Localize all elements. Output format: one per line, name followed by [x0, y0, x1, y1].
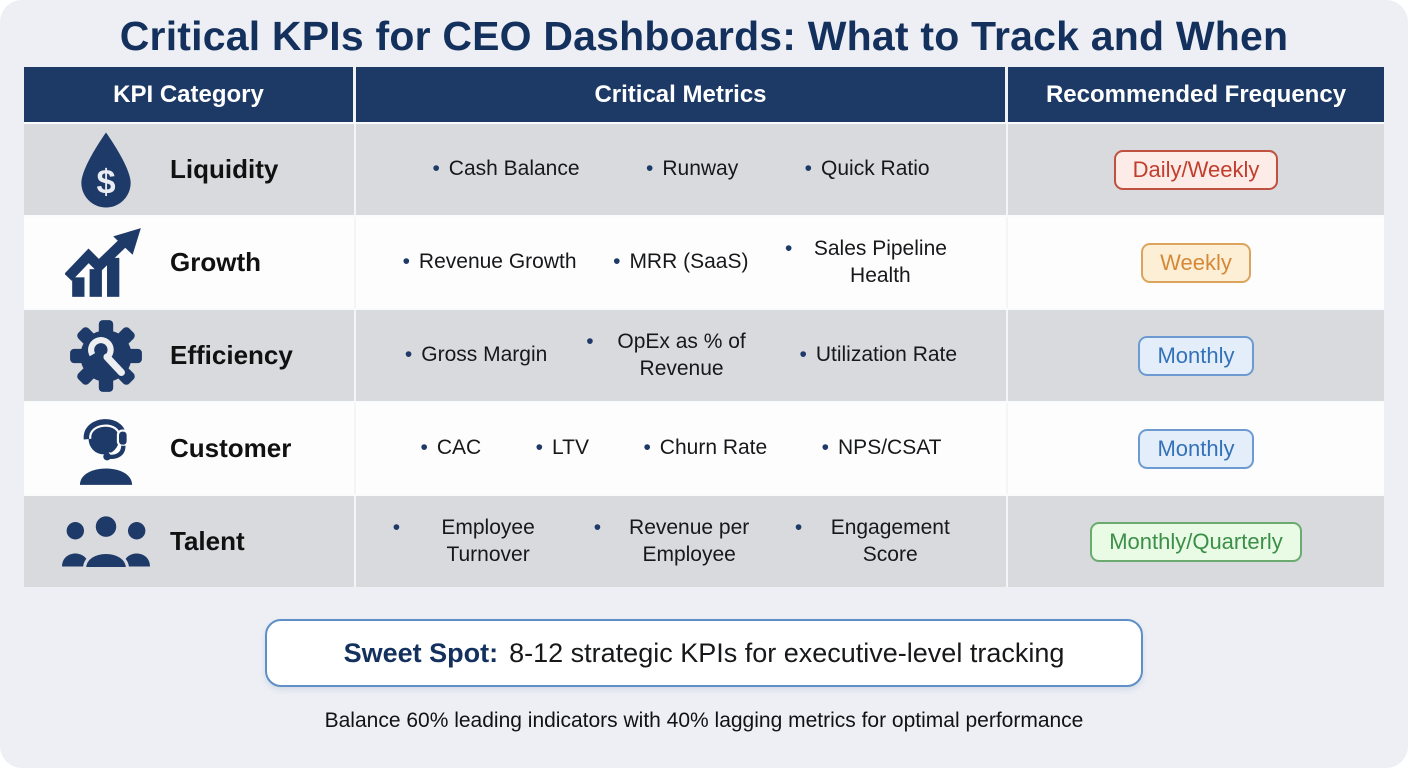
metric-item: Churn Rate: [643, 435, 767, 462]
metric-item: Utilization Rate: [799, 342, 957, 369]
metric-item: Gross Margin: [405, 342, 547, 369]
frequency-cell: Monthly: [1008, 403, 1384, 494]
metrics-cell: Revenue Growth MRR (SaaS) Sales Pipeline…: [356, 217, 1008, 308]
metric-item: Revenue Growth: [403, 249, 577, 276]
droplet-dollar-icon: $: [54, 130, 158, 210]
category-label: Liquidity: [170, 154, 279, 184]
table-header-row: KPI Category Critical Metrics Recommende…: [24, 67, 1384, 122]
table-row-growth: Growth Revenue Growth MRR (SaaS) Sales P…: [24, 215, 1384, 308]
metric-item: CAC: [420, 435, 481, 462]
metric-item: NPS/CSAT: [822, 435, 941, 462]
metric-item: Runway: [646, 156, 738, 183]
category-label: Customer: [170, 433, 292, 463]
sweet-spot-text: 8-12 strategic KPIs for executive-level …: [509, 637, 1065, 668]
category-cell: Growth: [24, 217, 356, 308]
frequency-cell: Monthly/Quarterly: [1008, 496, 1384, 587]
category-cell: $ Liquidity: [24, 124, 356, 215]
headset-person-icon: [54, 411, 158, 487]
table-row-customer: Customer CAC LTV Churn Rate NPS/CSAT Mon…: [24, 401, 1384, 494]
frequency-cell: Monthly: [1008, 310, 1384, 401]
metric-item: Sales Pipeline Health: [785, 236, 959, 290]
metric-item: Engagement Score: [795, 515, 969, 569]
metric-item: LTV: [536, 435, 589, 462]
gear-wrench-icon: [54, 317, 158, 395]
footnote: Balance 60% leading indicators with 40% …: [324, 709, 1084, 732]
frequency-cell: Daily/Weekly: [1008, 124, 1384, 215]
header-kpi-category: KPI Category: [24, 67, 356, 122]
people-group-icon: [54, 511, 158, 573]
category-label: Efficiency: [170, 340, 293, 370]
kpi-table: KPI Category Critical Metrics Recommende…: [24, 67, 1384, 587]
frequency-cell: Weekly: [1008, 217, 1384, 308]
table-row-liquidity: $ Liquidity Cash Balance Runway Quick Ra…: [24, 122, 1384, 215]
metric-item: Revenue per Employee: [594, 515, 768, 569]
svg-text:$: $: [96, 163, 115, 201]
header-critical-metrics: Critical Metrics: [356, 67, 1008, 122]
sweet-spot-callout: Sweet Spot: 8-12 strategic KPIs for exec…: [265, 619, 1143, 687]
page-title: Critical KPIs for CEO Dashboards: What t…: [119, 13, 1289, 59]
metrics-cell: Cash Balance Runway Quick Ratio: [356, 124, 1008, 215]
header-recommended-frequency: Recommended Frequency: [1045, 80, 1347, 108]
category-cell: Talent: [24, 496, 356, 587]
category-label: Talent: [170, 526, 245, 556]
metric-item: Quick Ratio: [805, 156, 930, 183]
table-row-talent: Talent Employee Turnover Revenue per Emp…: [24, 494, 1384, 587]
metric-item: Cash Balance: [432, 156, 580, 183]
category-cell: Efficiency: [24, 310, 356, 401]
metrics-cell: CAC LTV Churn Rate NPS/CSAT: [356, 403, 1008, 494]
frequency-badge: Monthly/Quarterly: [1090, 521, 1302, 562]
category-label: Growth: [170, 247, 261, 277]
growth-chart-icon: [54, 227, 158, 299]
category-cell: Customer: [24, 403, 356, 494]
metrics-cell: Gross Margin OpEx as % of Revenue Utiliz…: [356, 310, 1008, 401]
frequency-badge: Weekly: [1141, 242, 1251, 283]
frequency-badge: Monthly: [1138, 428, 1254, 469]
metric-item: MRR (SaaS): [613, 249, 748, 276]
metric-item: OpEx as % of Revenue: [586, 329, 760, 383]
table-row-efficiency: Efficiency Gross Margin OpEx as % of Rev…: [24, 308, 1384, 401]
frequency-badge: Monthly: [1138, 335, 1254, 376]
frequency-badge: Daily/Weekly: [1113, 149, 1279, 190]
metric-item: Employee Turnover: [393, 515, 567, 569]
sweet-spot-label: Sweet Spot:: [343, 637, 499, 668]
metrics-cell: Employee Turnover Revenue per Employee E…: [356, 496, 1008, 587]
